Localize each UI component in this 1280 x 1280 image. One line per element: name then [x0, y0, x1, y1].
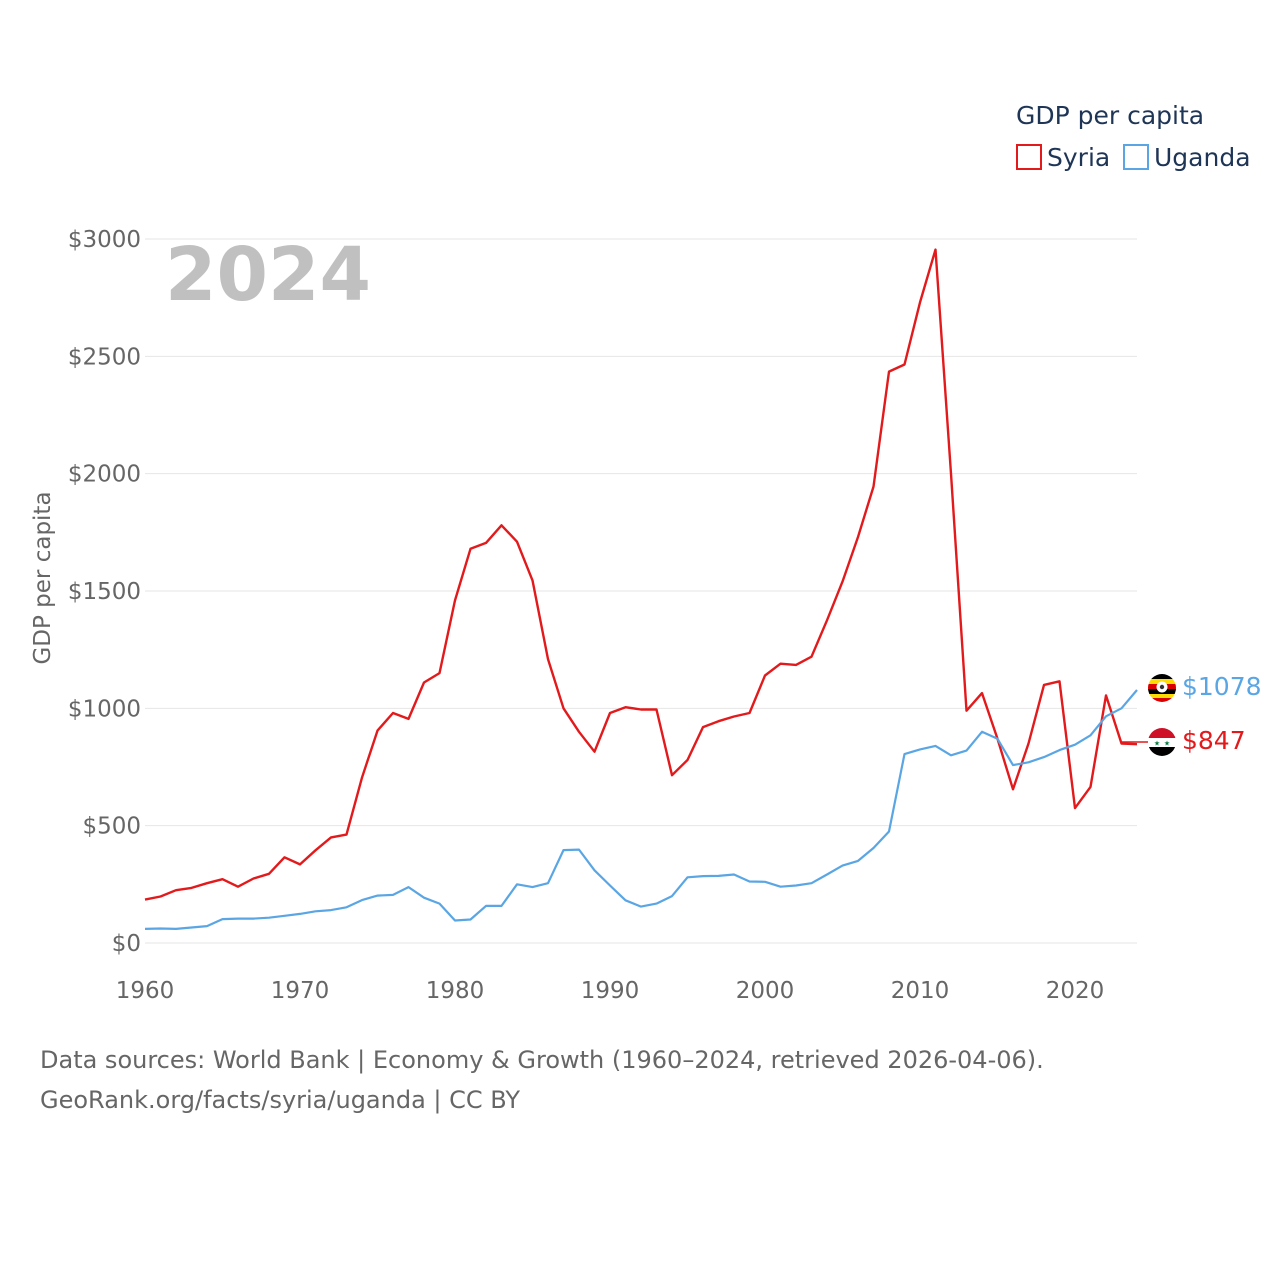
- svg-text:★: ★: [1164, 740, 1170, 748]
- legend-swatch-uganda[interactable]: [1123, 144, 1149, 170]
- y-tick-label: $500: [82, 814, 141, 840]
- x-tick-label: 2000: [736, 978, 795, 1004]
- x-tick-label: 1990: [581, 978, 640, 1004]
- y-tick-label: $3000: [68, 227, 141, 253]
- footer-sources: Data sources: World Bank | Economy & Gro…: [40, 1046, 1044, 1074]
- x-tick-label: 1980: [426, 978, 485, 1004]
- x-tick-labels: 1960 1970 1980 1990 2000 2010 2020: [116, 978, 1105, 1004]
- end-marker-syria: ★ ★ $847: [1121, 726, 1246, 756]
- legend-swatch-syria[interactable]: [1016, 144, 1042, 170]
- y-tick-label: $0: [112, 931, 141, 957]
- end-marker-uganda: $1078: [1148, 672, 1262, 702]
- x-tick-label: 2020: [1046, 978, 1105, 1004]
- y-axis-label: GDP per capita: [30, 491, 56, 664]
- syria-flag-icon: ★ ★: [1148, 728, 1176, 756]
- end-label-syria: $847: [1182, 726, 1246, 755]
- x-tick-label: 1970: [271, 978, 330, 1004]
- y-tick-label: $1500: [68, 579, 141, 605]
- y-tick-label: $2500: [68, 344, 141, 370]
- y-tick-labels: $0 $500 $1000 $1500 $2000 $2500 $3000: [68, 227, 141, 957]
- gridlines: [145, 238, 1137, 944]
- y-tick-label: $1000: [68, 696, 141, 722]
- svg-text:★: ★: [1154, 740, 1160, 748]
- legend: GDP per capita Syria Uganda: [1016, 101, 1251, 172]
- footer-link[interactable]: GeoRank.org/facts/syria/uganda | CC BY: [40, 1086, 521, 1114]
- series-lines: [144, 248, 1138, 931]
- series-line-uganda[interactable]: [144, 689, 1138, 931]
- legend-label-syria[interactable]: Syria: [1047, 143, 1110, 172]
- x-tick-label: 1960: [116, 978, 175, 1004]
- end-label-uganda: $1078: [1182, 672, 1262, 701]
- year-watermark: 2024: [165, 232, 371, 318]
- uganda-flag-icon: [1148, 674, 1176, 702]
- x-tick-label: 2010: [891, 978, 950, 1004]
- legend-label-uganda[interactable]: Uganda: [1154, 143, 1251, 172]
- footer: Data sources: World Bank | Economy & Gro…: [40, 1040, 1044, 1120]
- legend-title: GDP per capita: [1016, 101, 1204, 130]
- y-tick-label: $2000: [68, 462, 141, 488]
- series-line-syria[interactable]: [144, 248, 1138, 901]
